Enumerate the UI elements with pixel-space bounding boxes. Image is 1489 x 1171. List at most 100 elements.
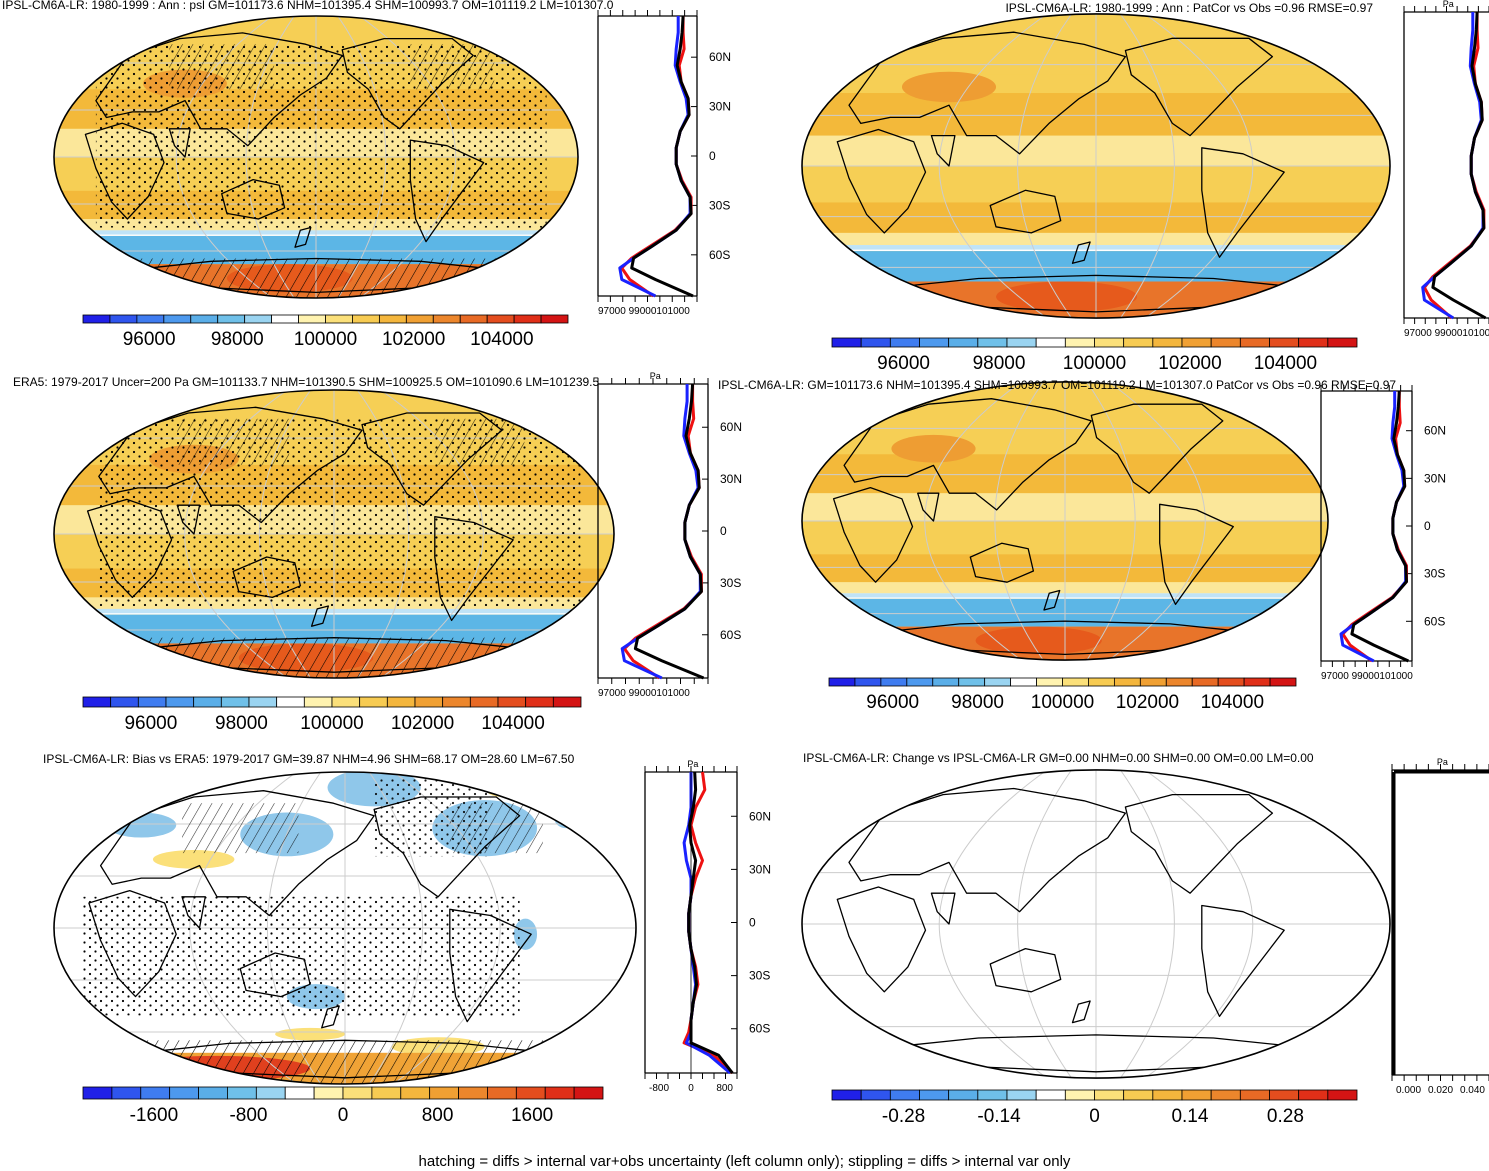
colorbar-swatch bbox=[1123, 1089, 1154, 1101]
colorbar-swatch bbox=[303, 696, 333, 708]
profile-x-label: 97000 99000101000 bbox=[598, 688, 690, 699]
colorbar-swatch bbox=[984, 677, 1012, 687]
colorbar-swatch bbox=[352, 314, 380, 324]
colorbar-swatch bbox=[880, 677, 908, 687]
profile-lat-label: 30N bbox=[709, 100, 731, 114]
colorbar-swatch bbox=[217, 314, 246, 324]
colorbar-swatch bbox=[1239, 337, 1270, 348]
colorbar-tick-label: -0.14 bbox=[977, 1106, 1021, 1127]
profile-x-label: 0.040 bbox=[1460, 1085, 1485, 1096]
profile-x-label: 97000 99000101000 bbox=[1321, 671, 1413, 682]
colorbar-swatch bbox=[860, 337, 891, 348]
colorbar-swatch bbox=[513, 314, 542, 324]
colorbar-tick-label: 0 bbox=[1089, 1106, 1100, 1127]
colorbar-swatch bbox=[487, 1086, 517, 1100]
profile-x-label: 0.000 bbox=[1396, 1085, 1421, 1096]
profile-series-model bbox=[1341, 391, 1408, 663]
panel-title: IPSL-CM6A-LR: Change vs IPSL-CM6A-LR GM=… bbox=[803, 751, 1314, 765]
colorbar-swatch bbox=[248, 696, 278, 708]
colorbar-swatch bbox=[110, 696, 139, 708]
map-field bbox=[802, 13, 1390, 319]
coastline-eurasia bbox=[848, 31, 1127, 155]
panel-model-patcor: Pa 97000 99000101000 96000 98000 100000 10200… bbox=[801, 0, 1489, 374]
colorbar-swatch bbox=[1165, 677, 1193, 687]
colorbar-swatch bbox=[1088, 677, 1115, 687]
colorbar-tick-label: 104000 bbox=[481, 713, 544, 734]
map-field bbox=[802, 381, 1328, 661]
colorbar-swatch bbox=[1269, 677, 1297, 687]
profile-lat-label: 60N bbox=[720, 420, 742, 434]
colorbar-tick-label: 104000 bbox=[1201, 692, 1264, 713]
colorbar-swatch bbox=[432, 314, 461, 324]
colorbar-tick-label: 800 bbox=[422, 1105, 454, 1126]
profile-x-label: 97000 99000101000 bbox=[1404, 328, 1489, 339]
colorbar-swatch bbox=[525, 696, 554, 708]
profile-lat-label: 0 bbox=[1424, 519, 1431, 533]
colorbar-swatch bbox=[831, 337, 862, 348]
colorbar-swatch bbox=[1006, 337, 1037, 348]
colorbar-tick-label: 98000 bbox=[215, 713, 268, 734]
colorbar-swatch bbox=[540, 314, 569, 324]
colorbar-swatch bbox=[573, 1086, 604, 1100]
colorbar-swatch bbox=[1139, 677, 1167, 687]
zonal-profile: 60N 30N 0 30S 60S 97000 99000101000 bbox=[1320, 385, 1446, 682]
coastline-north-america bbox=[1124, 793, 1274, 894]
colorbar-swatch bbox=[486, 314, 515, 324]
profile-series-obs bbox=[633, 383, 705, 680]
coastlines bbox=[836, 781, 1315, 1073]
colorbar-tick-label: 104000 bbox=[470, 329, 533, 350]
profile-lat-label: 0 bbox=[709, 149, 716, 163]
colorbar-swatch bbox=[977, 1089, 1008, 1101]
hatching bbox=[138, 637, 530, 678]
colorbar-swatch bbox=[1210, 1089, 1241, 1101]
colorbar-swatch bbox=[1094, 1089, 1125, 1101]
colorbar-swatch bbox=[371, 1086, 402, 1100]
colorbar-swatch bbox=[919, 337, 950, 348]
profile-lat-label: 60S bbox=[709, 248, 730, 262]
colorbar-swatch bbox=[386, 696, 416, 708]
profile-x-label: 0 bbox=[688, 1083, 694, 1094]
colorbar-swatch bbox=[1217, 677, 1245, 687]
profile-unit: Pa bbox=[1443, 0, 1454, 9]
colorbar-swatch bbox=[459, 314, 488, 324]
panel-title: ERA5: 1979-2017 Uncer=200 Pa GM=101133.7… bbox=[13, 375, 600, 389]
panel-model-summary: 60N 30N 0 30S 60S 97000 99000101000 96000 98000… bbox=[718, 378, 1446, 713]
colorbar-swatch bbox=[1269, 1089, 1300, 1101]
colorbar-tick-label: 102000 bbox=[382, 329, 445, 350]
coastline-india bbox=[930, 892, 956, 925]
colorbar-tick-label: 100000 bbox=[294, 329, 357, 350]
stippling bbox=[83, 896, 520, 1016]
colorbar-swatch bbox=[860, 1089, 891, 1101]
profile-series-model bbox=[622, 384, 703, 680]
colorbar-swatch bbox=[1239, 1089, 1270, 1101]
panel-title: IPSL-CM6A-LR: GM=101173.6 NHM=101395.4 S… bbox=[718, 378, 1396, 392]
zonal-profile: Pa 60N 30N 0 30S 60S 97000 99000101000 bbox=[597, 371, 742, 699]
map-border bbox=[53, 15, 579, 299]
profile-series-model bbox=[1422, 12, 1486, 320]
map-border bbox=[53, 771, 637, 1085]
colorbar-swatch bbox=[198, 1086, 228, 1100]
colorbar-swatch bbox=[244, 314, 273, 324]
profile-lat-label: 30S bbox=[720, 576, 741, 590]
coastline-africa bbox=[836, 128, 927, 234]
coastline-new-zealand bbox=[294, 226, 312, 248]
map-border bbox=[801, 769, 1391, 1079]
colorbar-swatch bbox=[1010, 677, 1037, 687]
map-field bbox=[802, 769, 1390, 1079]
colorbar-swatch bbox=[276, 696, 305, 708]
coastline-eurasia bbox=[848, 787, 1127, 913]
coastline-new-zealand bbox=[1071, 241, 1091, 264]
panel-title: IPSL-CM6A-LR: 1980-1999 : Ann : PatCor v… bbox=[1005, 1, 1373, 15]
colorbar-swatch bbox=[442, 696, 471, 708]
profile-series-obs bbox=[630, 15, 694, 298]
profile-series-model bbox=[620, 16, 693, 298]
bias-positive-region bbox=[152, 850, 235, 869]
profile-unit: Pa bbox=[1437, 757, 1448, 767]
map-border bbox=[801, 13, 1391, 319]
colorbar-tick-label: 98000 bbox=[211, 329, 264, 350]
colorbar-swatch bbox=[469, 696, 499, 708]
colorbar-swatch bbox=[378, 314, 407, 324]
coastline-africa bbox=[836, 886, 927, 993]
profile-lat-label: 60S bbox=[1424, 614, 1445, 628]
